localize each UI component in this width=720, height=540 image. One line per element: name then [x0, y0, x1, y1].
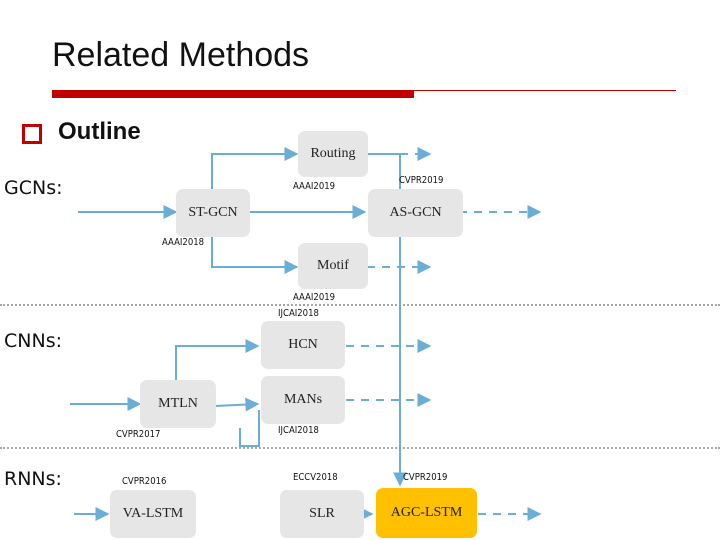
edge-st-gcn-motif — [211, 237, 299, 274]
node-mans: MANs — [261, 376, 345, 424]
edge-mtln-mans — [214, 397, 260, 412]
venue-slr: ECCV2018 — [293, 472, 338, 483]
section-label-rnns: RNNs: — [4, 468, 62, 490]
section-divider — [0, 447, 720, 449]
venue-as-gcn: CVPR2019 — [399, 175, 444, 186]
node-as-gcn: AS-GCN — [368, 189, 463, 237]
venue-hcn: IJCAI2018 — [278, 308, 319, 319]
edge-st-gcn-routing — [211, 147, 299, 190]
venue-motif: AAAI2019 — [293, 292, 336, 303]
title-underline — [414, 90, 676, 91]
venue-mans: IJCAI2018 — [278, 425, 319, 436]
node-hcn: HCN — [261, 321, 345, 369]
section-label-gcns: GCNs: — [4, 177, 63, 199]
node-routing: Routing — [298, 131, 368, 177]
title-accent-bar — [52, 90, 414, 98]
slide-title: Related Methods — [52, 36, 310, 74]
venue-st-gcn: AAAI2018 — [162, 237, 205, 248]
venue-va-lstm: CVPR2016 — [122, 476, 167, 487]
section-label-cnns: CNNs: — [4, 330, 62, 352]
node-va-lstm: VA-LSTM — [110, 490, 196, 538]
venue-mtln: CVPR2017 — [116, 429, 161, 440]
edge-mtln-hcn — [175, 339, 260, 380]
outline-heading: Outline — [58, 118, 141, 145]
node-slr: SLR — [280, 490, 364, 538]
venue-routing: AAAI2019 — [293, 181, 336, 192]
bullet-square-icon — [22, 124, 42, 144]
section-divider — [0, 304, 720, 306]
node-agc-lstm: AGC-LSTM — [376, 488, 477, 538]
node-st-gcn: ST-GCN — [176, 189, 250, 237]
node-motif: Motif — [298, 243, 368, 289]
venue-agc-lstm: CVPR2019 — [403, 472, 448, 483]
edge-mtln-loop — [239, 410, 260, 447]
node-mtln: MTLN — [140, 380, 216, 428]
